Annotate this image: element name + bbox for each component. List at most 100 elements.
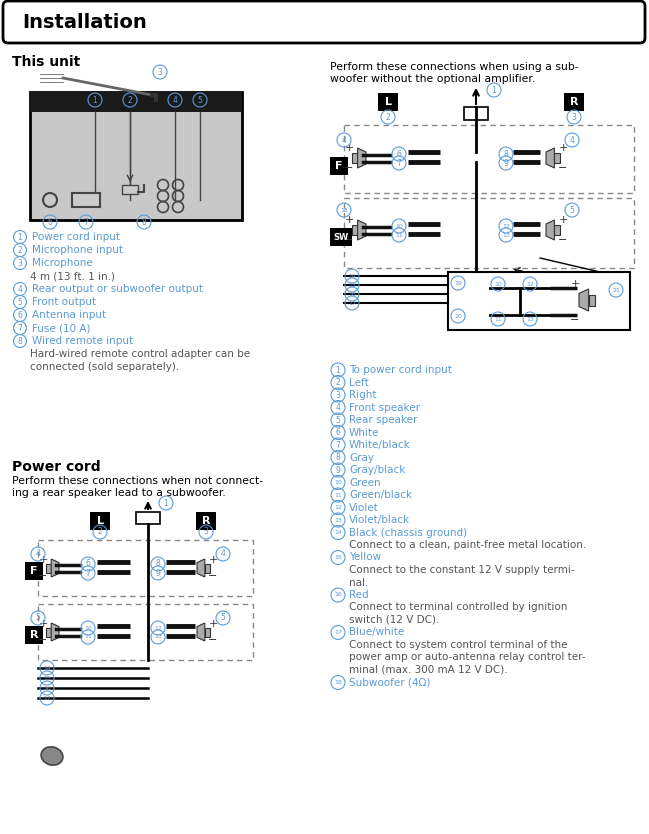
Bar (90, 512, 110, 530)
Text: −: − (208, 571, 217, 581)
Text: To power cord input: To power cord input (349, 365, 452, 375)
Text: 3: 3 (158, 68, 162, 77)
Text: 4: 4 (221, 550, 225, 559)
Bar (205, 564, 210, 572)
Text: Violet/black: Violet/black (349, 515, 410, 525)
Text: 11: 11 (334, 493, 342, 498)
Text: +: + (208, 619, 217, 629)
Text: 2: 2 (386, 113, 391, 122)
Text: 18: 18 (340, 208, 348, 213)
Text: R: R (30, 630, 38, 640)
Text: −: − (345, 235, 354, 245)
Text: 1: 1 (492, 86, 496, 94)
Text: 5: 5 (570, 205, 574, 214)
Text: +: + (345, 143, 354, 153)
Text: 15: 15 (334, 555, 342, 560)
Text: 10: 10 (84, 626, 92, 631)
Text: 7: 7 (86, 569, 90, 577)
Text: power amp or auto-antenna relay control ter-: power amp or auto-antenna relay control … (349, 652, 585, 662)
Text: minal (max. 300 mA 12 V DC).: minal (max. 300 mA 12 V DC). (349, 665, 508, 675)
Text: L: L (384, 97, 391, 107)
Text: 17: 17 (348, 300, 356, 305)
Text: 8: 8 (504, 149, 508, 158)
Bar (30, 92, 242, 220)
Text: 11: 11 (395, 233, 403, 238)
Text: 3: 3 (204, 527, 208, 536)
Text: Front speaker: Front speaker (349, 403, 420, 413)
Text: Subwoofer (4Ω): Subwoofer (4Ω) (349, 677, 430, 687)
Text: Rear speaker: Rear speaker (349, 415, 417, 425)
Text: Green: Green (349, 478, 380, 488)
Text: Power cord: Power cord (12, 460, 101, 474)
Text: 17: 17 (43, 696, 51, 701)
Text: Gray: Gray (349, 453, 374, 463)
Text: R: R (202, 516, 210, 526)
Text: 12: 12 (154, 626, 162, 631)
Text: 2: 2 (97, 527, 103, 536)
Text: 21: 21 (612, 288, 620, 293)
Bar (554, 153, 560, 163)
Bar (589, 294, 595, 305)
Text: Gray/black: Gray/black (349, 465, 406, 475)
Text: 6: 6 (18, 310, 23, 319)
Text: 13: 13 (526, 316, 534, 321)
Text: 6: 6 (86, 560, 90, 569)
Text: 4: 4 (18, 284, 23, 294)
Text: Blue/white: Blue/white (349, 627, 404, 637)
Text: Wired remote input: Wired remote input (32, 336, 133, 346)
Text: 8: 8 (156, 560, 160, 569)
Text: Violet: Violet (349, 503, 379, 513)
Text: SW: SW (334, 233, 349, 242)
Text: 1: 1 (93, 96, 97, 104)
Polygon shape (546, 148, 554, 168)
Text: 8: 8 (336, 453, 340, 462)
Polygon shape (358, 220, 366, 240)
Bar (122, 185, 138, 194)
Text: 1: 1 (336, 365, 340, 374)
Text: 1: 1 (164, 499, 168, 508)
Text: 4: 4 (36, 550, 40, 559)
Text: 12: 12 (334, 505, 342, 510)
Bar (330, 157, 348, 175)
Text: −: − (345, 163, 354, 173)
Text: Rear output or subwoofer output: Rear output or subwoofer output (32, 284, 203, 294)
Text: Green/black: Green/black (349, 490, 412, 500)
Text: 7: 7 (18, 324, 23, 333)
Text: 16: 16 (43, 686, 51, 691)
Text: 13: 13 (502, 233, 510, 238)
Text: 11: 11 (84, 635, 92, 640)
Text: Connect to terminal controlled by ignition: Connect to terminal controlled by igniti… (349, 602, 567, 612)
Ellipse shape (41, 747, 63, 765)
Bar (25, 562, 43, 580)
Text: +: + (570, 279, 580, 289)
Text: 5: 5 (36, 614, 40, 622)
Text: 6: 6 (336, 428, 341, 437)
Text: +: + (38, 619, 47, 629)
Text: ing a rear speaker lead to a subwoofer.: ing a rear speaker lead to a subwoofer. (12, 488, 226, 498)
Text: 7: 7 (84, 218, 88, 227)
Polygon shape (51, 559, 59, 577)
Text: 12: 12 (526, 282, 534, 287)
Text: Left: Left (349, 378, 369, 388)
Text: 6: 6 (397, 149, 402, 158)
Text: Microphone: Microphone (32, 258, 93, 268)
Text: Connect to system control terminal of the: Connect to system control terminal of th… (349, 640, 567, 650)
FancyBboxPatch shape (3, 1, 645, 43)
Text: +: + (345, 215, 354, 225)
Text: Right: Right (349, 390, 376, 400)
Text: L: L (97, 516, 103, 526)
Text: Yellow: Yellow (349, 552, 381, 562)
Text: 14: 14 (348, 274, 356, 279)
Text: 9: 9 (336, 465, 341, 475)
Text: 2: 2 (336, 378, 340, 387)
Text: 3: 3 (336, 390, 341, 399)
Bar (72, 193, 100, 207)
Text: Antenna input: Antenna input (32, 310, 106, 320)
Text: 2: 2 (18, 245, 22, 254)
Text: Perform these connections when using a sub-: Perform these connections when using a s… (330, 62, 579, 72)
Text: 4: 4 (336, 403, 341, 412)
Text: Fuse (10 A): Fuse (10 A) (32, 323, 90, 333)
Text: switch (12 V DC).: switch (12 V DC). (349, 615, 439, 625)
Bar (46, 564, 51, 572)
Text: Black (chassis ground): Black (chassis ground) (349, 527, 467, 537)
